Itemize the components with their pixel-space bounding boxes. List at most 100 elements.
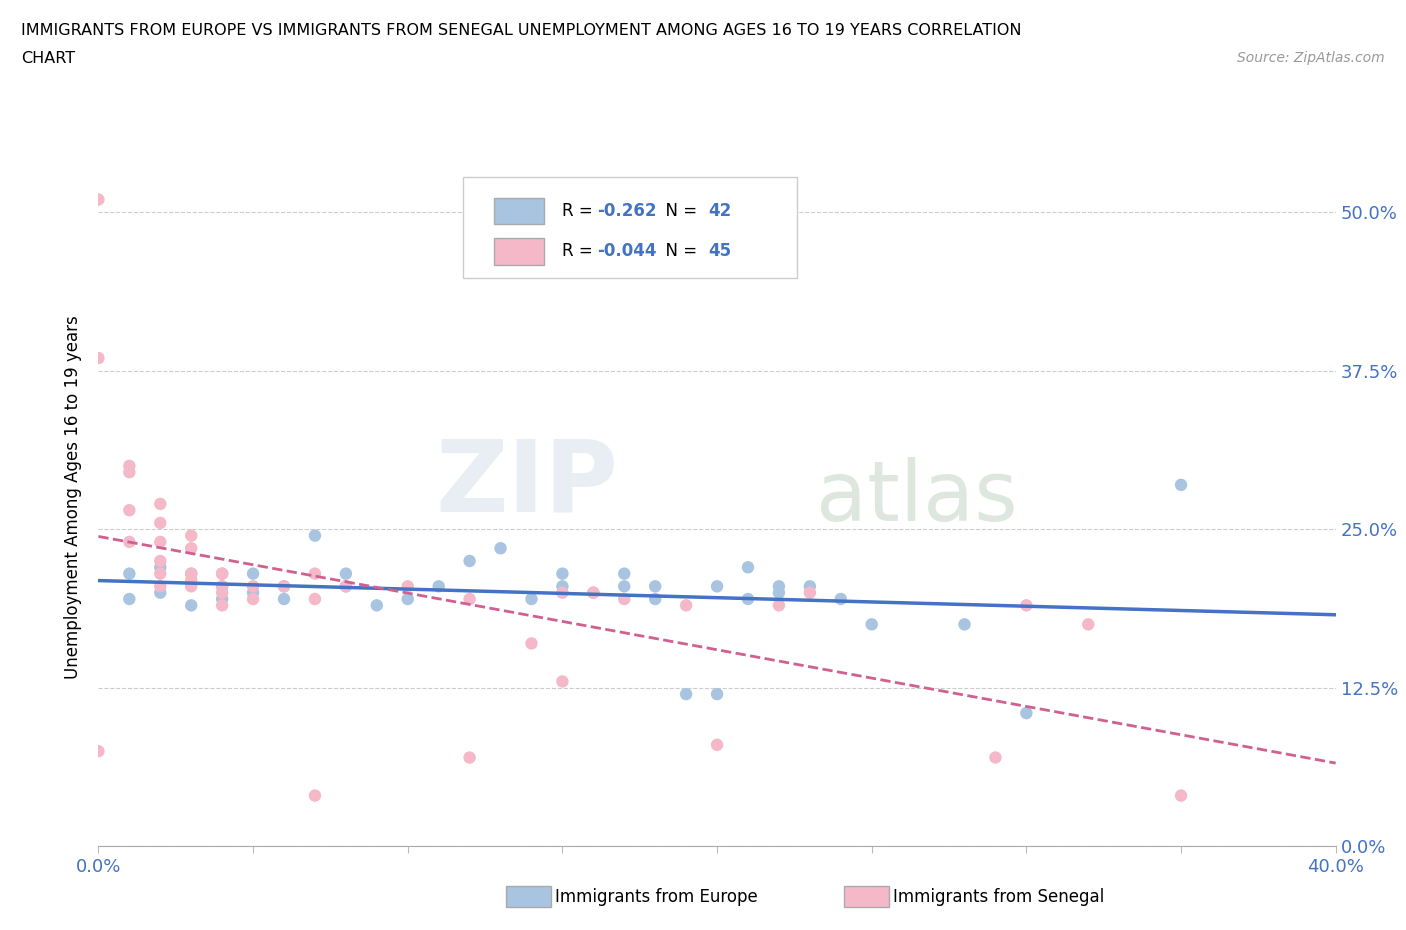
- Point: [118, 591, 141, 606]
- Text: Immigrants from Senegal: Immigrants from Senegal: [893, 887, 1104, 906]
- Point: [366, 598, 388, 613]
- Point: [520, 591, 543, 606]
- Point: [118, 566, 141, 581]
- Text: IMMIGRANTS FROM EUROPE VS IMMIGRANTS FROM SENEGAL UNEMPLOYMENT AMONG AGES 16 TO : IMMIGRANTS FROM EUROPE VS IMMIGRANTS FRO…: [21, 23, 1022, 38]
- Point: [706, 686, 728, 701]
- Point: [675, 598, 697, 613]
- Point: [273, 591, 295, 606]
- Point: [551, 566, 574, 581]
- Point: [582, 585, 605, 600]
- Point: [799, 578, 821, 593]
- Text: 42: 42: [709, 202, 731, 219]
- Text: R =: R =: [562, 202, 599, 219]
- Point: [396, 591, 419, 606]
- Point: [304, 566, 326, 581]
- Point: [458, 751, 481, 765]
- Point: [706, 578, 728, 593]
- FancyBboxPatch shape: [495, 238, 544, 265]
- Point: [427, 578, 450, 593]
- Point: [768, 598, 790, 613]
- Point: [1015, 598, 1038, 613]
- Point: [87, 351, 110, 365]
- Point: [87, 744, 110, 759]
- Point: [149, 553, 172, 568]
- Point: [489, 541, 512, 556]
- Point: [458, 553, 481, 568]
- Text: atlas: atlas: [815, 457, 1018, 538]
- Point: [737, 591, 759, 606]
- Point: [860, 617, 883, 631]
- Point: [180, 541, 202, 556]
- Point: [799, 585, 821, 600]
- Point: [242, 578, 264, 593]
- Text: N =: N =: [655, 243, 703, 260]
- Point: [242, 566, 264, 581]
- Point: [118, 465, 141, 480]
- Point: [149, 578, 172, 593]
- Point: [1077, 617, 1099, 631]
- Point: [1170, 788, 1192, 803]
- Point: [1015, 706, 1038, 721]
- Point: [211, 566, 233, 581]
- Point: [737, 560, 759, 575]
- Text: ZIP: ZIP: [436, 435, 619, 532]
- Point: [551, 585, 574, 600]
- Point: [180, 566, 202, 581]
- Point: [149, 585, 172, 600]
- Text: R =: R =: [562, 243, 599, 260]
- Point: [644, 591, 666, 606]
- Point: [304, 591, 326, 606]
- Point: [118, 458, 141, 473]
- Point: [149, 560, 172, 575]
- Point: [551, 674, 574, 689]
- Point: [335, 578, 357, 593]
- Y-axis label: Unemployment Among Ages 16 to 19 years: Unemployment Among Ages 16 to 19 years: [65, 315, 83, 680]
- Point: [211, 578, 233, 593]
- Point: [613, 578, 636, 593]
- Point: [644, 578, 666, 593]
- FancyBboxPatch shape: [495, 198, 544, 224]
- Point: [149, 535, 172, 550]
- Point: [211, 598, 233, 613]
- Point: [551, 578, 574, 593]
- Point: [180, 528, 202, 543]
- Point: [180, 566, 202, 581]
- Point: [582, 585, 605, 600]
- Text: CHART: CHART: [21, 51, 75, 66]
- Point: [396, 578, 419, 593]
- Point: [458, 591, 481, 606]
- Point: [706, 737, 728, 752]
- Point: [149, 566, 172, 581]
- Point: [180, 578, 202, 593]
- Point: [304, 788, 326, 803]
- Point: [118, 503, 141, 518]
- Point: [768, 578, 790, 593]
- Point: [273, 578, 295, 593]
- Point: [520, 636, 543, 651]
- Text: Source: ZipAtlas.com: Source: ZipAtlas.com: [1237, 51, 1385, 65]
- Point: [335, 566, 357, 581]
- Point: [768, 585, 790, 600]
- Point: [242, 585, 264, 600]
- Point: [211, 591, 233, 606]
- Point: [211, 566, 233, 581]
- Text: -0.262: -0.262: [598, 202, 657, 219]
- Point: [180, 573, 202, 588]
- Point: [118, 535, 141, 550]
- Point: [149, 515, 172, 530]
- Point: [613, 566, 636, 581]
- Point: [211, 585, 233, 600]
- Point: [675, 686, 697, 701]
- Text: -0.044: -0.044: [598, 243, 657, 260]
- Point: [984, 751, 1007, 765]
- Point: [273, 578, 295, 593]
- Point: [211, 578, 233, 593]
- Point: [335, 578, 357, 593]
- Point: [304, 528, 326, 543]
- Point: [1170, 477, 1192, 492]
- Text: Immigrants from Europe: Immigrants from Europe: [555, 887, 758, 906]
- Point: [149, 497, 172, 512]
- Point: [830, 591, 852, 606]
- FancyBboxPatch shape: [464, 177, 797, 278]
- Text: N =: N =: [655, 202, 703, 219]
